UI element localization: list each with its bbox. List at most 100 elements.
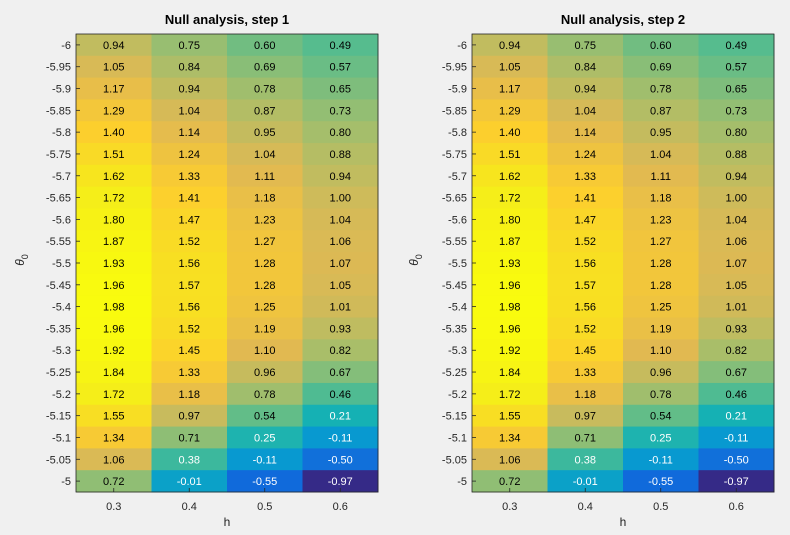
heatmap-cell <box>302 252 379 275</box>
heatmap-cell <box>698 273 775 297</box>
cell-value-label: 0.82 <box>726 345 747 357</box>
heatmap-cell <box>623 470 699 493</box>
x-tick-label: 0.5 <box>653 501 668 513</box>
cell-value-label: 0.73 <box>330 105 351 117</box>
heatmap-cell <box>151 273 228 297</box>
panel-1-cells: 0.94 0.75 0.60 0.49 1.05 0.84 0.69 0.57 1.17 0.94… <box>76 34 379 493</box>
heatmap-cell <box>698 470 775 493</box>
heatmap-cell <box>76 252 152 275</box>
heatmap-cell <box>698 186 775 209</box>
heatmap-cell <box>623 143 699 166</box>
heatmap-cell <box>547 470 624 493</box>
panel-2-ylabel-symbol: θ <box>407 259 421 266</box>
heatmap-cell <box>227 361 303 384</box>
heatmap-cell <box>227 470 303 493</box>
heatmap-cell <box>472 339 548 362</box>
heatmap-cell <box>227 426 303 449</box>
cell-value-label: 0.87 <box>254 105 275 117</box>
heatmap-cell <box>76 121 152 144</box>
heatmap-cell <box>472 55 548 79</box>
heatmap-cell <box>151 470 228 493</box>
heatmap-cell <box>151 186 228 209</box>
cell-value-label: 1.72 <box>499 389 520 401</box>
heatmap-cell <box>547 208 624 231</box>
cell-value-label: 0.38 <box>575 454 596 466</box>
heatmap-cell <box>698 121 775 144</box>
cell-value-label: 1.87 <box>103 236 124 248</box>
cell-value-label: -0.97 <box>328 476 353 488</box>
heatmap-cell <box>76 55 152 79</box>
cell-value-label: 0.49 <box>330 40 351 52</box>
heatmap-cell <box>151 252 228 275</box>
panel-2-axes-frame <box>471 33 775 493</box>
cell-value-label: 0.94 <box>330 171 351 183</box>
cell-value-label: 0.88 <box>726 149 747 161</box>
cell-value-label: 1.56 <box>179 302 200 314</box>
cell-value-label: 1.41 <box>179 193 200 205</box>
heatmap-cell <box>227 382 303 406</box>
heatmap-cell <box>623 252 699 275</box>
x-tick-label: 0.3 <box>106 501 121 513</box>
heatmap-cell <box>547 448 624 471</box>
cell-value-label: 1.41 <box>575 193 596 205</box>
cell-value-label: 1.34 <box>103 432 124 444</box>
heatmap-cell <box>76 448 152 471</box>
cell-value-label: 1.47 <box>575 214 596 226</box>
cell-value-label: 1.52 <box>179 236 200 248</box>
cell-value-label: 1.28 <box>650 280 671 292</box>
cell-value-label: -0.50 <box>724 454 749 466</box>
heatmap-cell <box>76 34 152 57</box>
heatmap-cell <box>547 361 624 384</box>
heatmap-cell <box>623 339 699 362</box>
cell-value-label: 0.54 <box>650 411 671 423</box>
heatmap-cell <box>302 339 379 362</box>
heatmap-cell <box>302 448 379 471</box>
heatmap-cell <box>227 34 303 57</box>
heatmap-cell <box>151 339 228 362</box>
heatmap-cell <box>472 470 548 493</box>
panel-2-y-tick-labels: -6 -5.95 -5.9 -5.85 -5.8 -5.75 -5.7 -5.65 -5.6 -5… <box>442 40 476 488</box>
heatmap-cell <box>302 55 379 79</box>
cell-value-label: 1.06 <box>499 454 520 466</box>
cell-value-label: 1.51 <box>103 149 124 161</box>
heatmap-cell <box>302 295 379 319</box>
y-tick-label: -5.25 <box>46 367 71 379</box>
panel-1-ylabel-symbol: θ <box>13 259 27 266</box>
y-tick-label: -5.6 <box>52 214 71 226</box>
cell-value-label: 1.93 <box>103 258 124 270</box>
cell-value-label: 1.07 <box>330 258 351 270</box>
cell-value-label: 0.88 <box>330 149 351 161</box>
cell-value-label: 0.21 <box>330 411 351 423</box>
cell-value-label: 1.62 <box>499 171 520 183</box>
heatmap-cell <box>227 77 303 100</box>
cell-value-label: 0.73 <box>726 105 747 117</box>
cell-value-label: 0.87 <box>650 105 671 117</box>
heatmap-cell <box>227 208 303 231</box>
cell-value-label: 1.84 <box>103 367 124 379</box>
y-tick-label: -5.2 <box>448 389 467 401</box>
cell-value-label: 1.98 <box>499 302 520 314</box>
cell-value-label: 0.49 <box>726 40 747 52</box>
cell-value-label: 1.04 <box>330 214 351 226</box>
heatmap-cell <box>698 208 775 231</box>
heatmap-cell <box>227 121 303 144</box>
y-tick-label: -5.8 <box>52 127 71 139</box>
heatmap-cell <box>472 186 548 209</box>
y-tick-label: -5.95 <box>442 62 467 74</box>
cell-value-label: 1.92 <box>499 345 520 357</box>
cell-value-label: 1.18 <box>650 193 671 205</box>
heatmap-cell <box>76 143 152 166</box>
cell-value-label: 0.93 <box>726 323 747 335</box>
x-tick-label: 0.6 <box>729 501 744 513</box>
cell-value-label: -0.11 <box>253 454 277 466</box>
x-tick-label: 0.5 <box>257 501 272 513</box>
y-tick-label: -5.65 <box>442 193 467 205</box>
heatmap-cell <box>302 317 379 340</box>
panel-2-title: Null analysis, step 2 <box>561 12 685 27</box>
heatmap-cell <box>472 34 548 57</box>
y-tick-label: -5.45 <box>46 280 71 292</box>
panel-step-2: Null analysis, step 2 0.94 0.75 0.60 0.491.… <box>407 12 775 529</box>
cell-value-label: 1.06 <box>726 236 747 248</box>
heatmap-cell <box>623 208 699 231</box>
y-tick-label: -5.85 <box>46 105 71 117</box>
